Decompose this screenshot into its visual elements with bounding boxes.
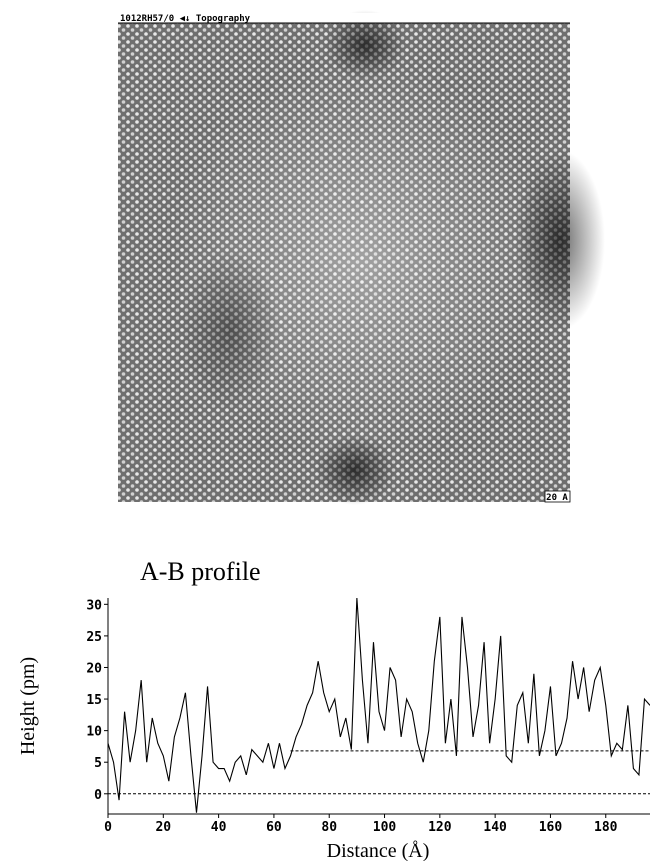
- y-tick-label: 25: [86, 630, 102, 645]
- x-tick-label: 100: [373, 820, 397, 835]
- y-axis-label: Height (pm): [17, 657, 39, 755]
- image-dark-spot: [180, 250, 280, 410]
- image-dark-spot: [315, 435, 395, 505]
- profile-line: [107, 597, 650, 813]
- stm-image: 1012RH57/0 ◀↓ Topography 20 A: [118, 10, 605, 505]
- y-tick-label: 10: [86, 725, 102, 740]
- x-tick-label: 60: [266, 820, 282, 835]
- x-axis-label: Distance (Å): [327, 840, 430, 861]
- x-tick-label: 120: [428, 820, 452, 835]
- y-tick-label: 15: [86, 693, 102, 708]
- scale-box: [544, 490, 571, 503]
- image-header-bar: [118, 13, 570, 23]
- chart-title: A-B profile: [140, 557, 261, 586]
- y-tick-label: 20: [86, 661, 102, 676]
- x-tick-label: 20: [155, 820, 171, 835]
- x-tick-label: 140: [483, 820, 507, 835]
- x-tick-label: 160: [539, 820, 563, 835]
- image-dark-spot: [515, 150, 605, 330]
- y-tick-label: 30: [86, 598, 102, 613]
- scale-label: 20 A: [546, 493, 568, 503]
- x-tick-label: 80: [321, 820, 337, 835]
- x-tick-label: 180: [594, 820, 618, 835]
- x-tick-label: 40: [211, 820, 227, 835]
- image-dark-spot: [325, 10, 405, 80]
- y-tick-label: 5: [94, 756, 102, 771]
- y-tick-label: 0: [94, 788, 102, 803]
- image-header: 1012RH57/0 ◀↓ Topography: [120, 14, 251, 24]
- x-tick-label: 0: [104, 820, 112, 835]
